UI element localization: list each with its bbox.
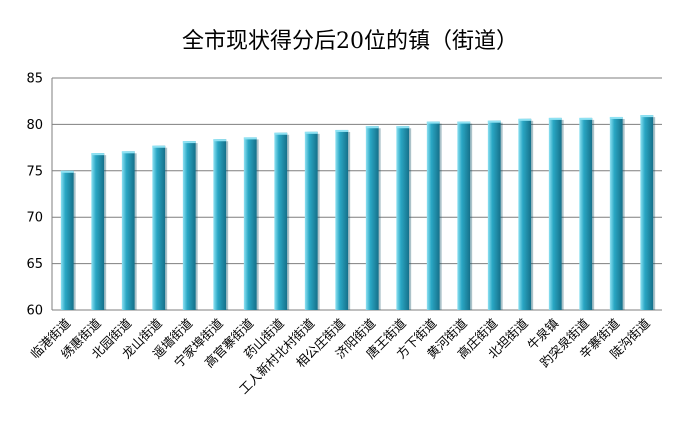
bar-cap <box>579 117 593 120</box>
bar-body <box>243 137 257 310</box>
bar-body <box>182 141 196 310</box>
x-tick-labels: 临港街道绣惠街道北园街道龙山街道遥墙街道宁家埠街道高官寨街道药山街道工人新村北村… <box>27 315 653 397</box>
bar-cap <box>182 141 196 144</box>
y-tick-label: 65 <box>26 257 43 272</box>
bar-body <box>426 121 440 310</box>
y-tick-label: 85 <box>26 72 43 87</box>
bar-body <box>365 126 379 310</box>
y-tick-label: 75 <box>26 164 43 179</box>
bar-body <box>335 129 349 310</box>
bar-cap <box>365 126 379 129</box>
y-tick-label: 60 <box>26 304 43 319</box>
axes <box>51 78 662 311</box>
bar <box>243 137 259 310</box>
bar <box>640 115 656 311</box>
bar-cap <box>396 126 410 129</box>
bar <box>609 116 625 310</box>
bar <box>518 118 534 310</box>
bar <box>60 170 76 310</box>
bar <box>274 132 290 310</box>
bar-cap <box>426 121 440 124</box>
bar-cap <box>304 131 318 134</box>
bar-body <box>396 126 410 310</box>
bar <box>304 131 320 310</box>
bar <box>487 120 503 310</box>
bar <box>548 117 564 311</box>
bar-cap <box>335 129 349 132</box>
bar <box>182 141 198 310</box>
bar <box>91 153 107 310</box>
bar-body <box>609 116 623 310</box>
bar-body <box>518 118 532 310</box>
y-tick-label: 70 <box>26 211 43 226</box>
bar-cap <box>152 145 166 148</box>
bar <box>579 117 595 311</box>
bar <box>152 145 168 310</box>
bar-cap <box>640 115 654 118</box>
bar-body <box>487 120 501 310</box>
bar <box>121 151 137 310</box>
bar-cap <box>274 132 288 135</box>
bar-cap <box>60 170 74 173</box>
bar-cap <box>121 151 135 154</box>
y-tick-label: 80 <box>26 118 43 133</box>
bar-body <box>60 170 74 310</box>
bar-cap <box>213 139 227 142</box>
gridlines <box>52 77 662 311</box>
bar <box>426 121 442 310</box>
bar-body <box>548 117 562 311</box>
bar <box>335 129 351 310</box>
bar-body <box>213 139 227 310</box>
bar <box>365 126 381 310</box>
bar-cap <box>487 120 501 123</box>
bar-cap <box>518 118 532 121</box>
bar <box>213 139 229 310</box>
bar-cap <box>91 153 105 156</box>
bar <box>396 126 412 310</box>
bar-cap <box>243 137 257 140</box>
bars <box>60 115 656 311</box>
bar-cap <box>609 116 623 119</box>
bar-body <box>121 151 135 310</box>
bar-cap <box>548 117 562 120</box>
bar-body <box>91 153 105 310</box>
bar-body <box>152 145 166 310</box>
y-tick-labels: 60 65 70 75 80 85 <box>26 72 43 319</box>
bar-body <box>304 131 318 310</box>
bar-body <box>579 117 593 311</box>
bar-cap <box>457 121 471 124</box>
bar <box>457 121 473 310</box>
bar-body <box>640 115 654 311</box>
chart-title: 全市现状得分后20位的镇（街道） <box>182 29 518 54</box>
bar-body <box>274 132 288 310</box>
bar-body <box>457 121 471 310</box>
